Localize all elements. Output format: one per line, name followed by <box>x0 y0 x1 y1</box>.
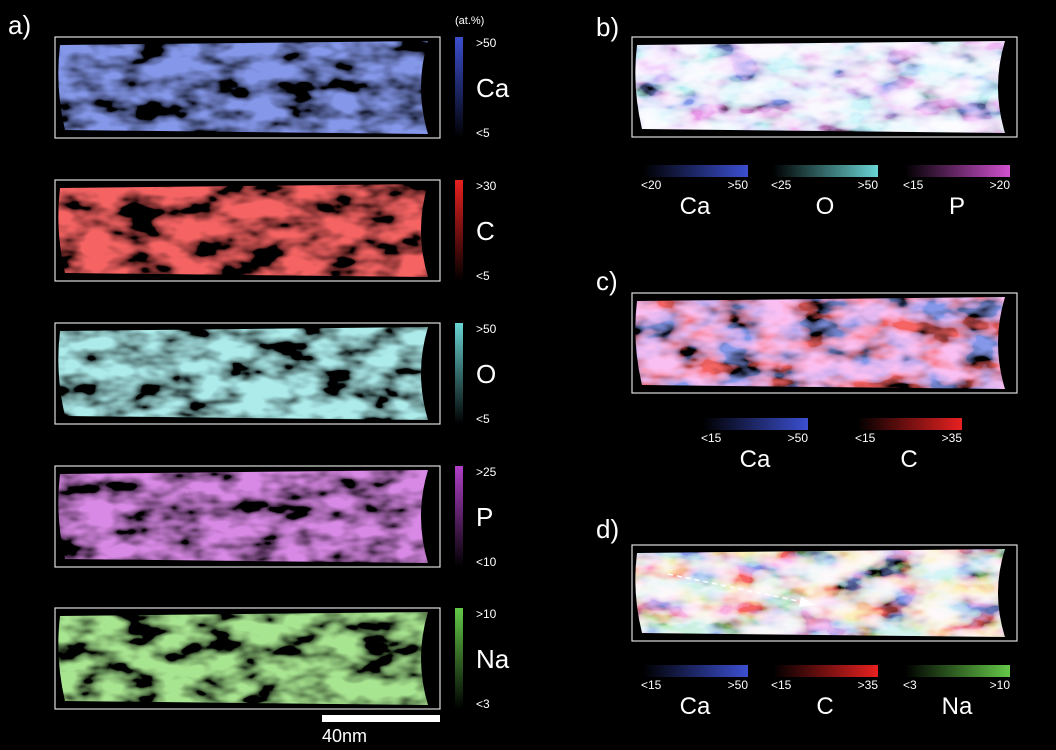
panel-label: a) <box>8 10 31 40</box>
min-label: <5 <box>476 269 490 283</box>
max-label: >10 <box>990 678 1011 692</box>
element-label: O <box>476 359 496 389</box>
colorbar <box>857 418 962 430</box>
map <box>635 297 1005 389</box>
max-label: >50 <box>476 322 497 336</box>
max-label: >35 <box>858 678 879 692</box>
max-label: >10 <box>476 607 497 621</box>
map <box>58 470 428 563</box>
max-label: >25 <box>476 465 497 479</box>
panel-label: c) <box>596 266 618 296</box>
colorbar <box>905 165 1010 177</box>
colorbar <box>773 165 878 177</box>
element-label: P <box>949 193 965 220</box>
element-label: C <box>900 446 917 473</box>
map <box>635 549 1005 637</box>
map-frame <box>54 322 441 425</box>
colorbar <box>455 466 463 567</box>
min-label: <5 <box>476 126 490 140</box>
min-label: <15 <box>701 431 722 445</box>
colorbar <box>905 665 1010 677</box>
element-label: C <box>476 216 495 246</box>
colorbar <box>455 608 463 709</box>
scale-bar-label: 40nm <box>322 726 367 746</box>
colorbar <box>643 165 748 177</box>
min-label: <20 <box>641 178 662 192</box>
unit-label: (at.%) <box>455 15 484 27</box>
element-label: Ca <box>680 193 711 220</box>
min-label: <15 <box>903 178 924 192</box>
map-frame <box>54 179 441 282</box>
map-frame <box>631 292 1018 394</box>
min-label: <10 <box>476 555 497 569</box>
element-label: P <box>476 502 493 532</box>
min-label: <15 <box>855 431 876 445</box>
max-label: >50 <box>476 36 497 50</box>
colorbar <box>773 665 878 677</box>
colorbar <box>455 37 463 138</box>
max-label: >35 <box>942 431 963 445</box>
element-label: Ca <box>740 446 771 473</box>
min-label: <15 <box>771 678 792 692</box>
element-label: Na <box>476 644 510 674</box>
arrow <box>667 573 804 603</box>
map-frame <box>54 36 441 139</box>
element-label: C <box>816 693 833 720</box>
arrow-head <box>799 597 816 607</box>
colorbar <box>455 180 463 281</box>
min-label: <25 <box>771 178 792 192</box>
scale-bar <box>322 715 440 722</box>
min-label: <5 <box>476 412 490 426</box>
colorbar <box>703 418 808 430</box>
map <box>58 184 428 277</box>
element-label: Ca <box>680 693 711 720</box>
map-frame <box>54 607 441 710</box>
map-frame <box>54 465 441 568</box>
max-label: >50 <box>728 178 749 192</box>
colorbar <box>643 665 748 677</box>
map-frame <box>631 544 1018 642</box>
max-label: >50 <box>858 178 879 192</box>
max-label: >50 <box>788 431 809 445</box>
panel-label: d) <box>596 514 619 544</box>
max-label: >30 <box>476 179 497 193</box>
map <box>58 327 428 420</box>
map <box>635 41 1005 133</box>
element-label: O <box>816 193 835 220</box>
element-label: Ca <box>476 73 510 103</box>
min-label: <3 <box>476 697 490 711</box>
map <box>58 41 428 134</box>
min-label: <3 <box>903 678 917 692</box>
max-label: >50 <box>728 678 749 692</box>
map <box>58 612 428 705</box>
panel-label: b) <box>596 12 619 42</box>
element-label: Na <box>942 693 973 720</box>
colorbar <box>455 323 463 424</box>
map-frame <box>631 36 1018 138</box>
max-label: >20 <box>990 178 1011 192</box>
min-label: <15 <box>641 678 662 692</box>
